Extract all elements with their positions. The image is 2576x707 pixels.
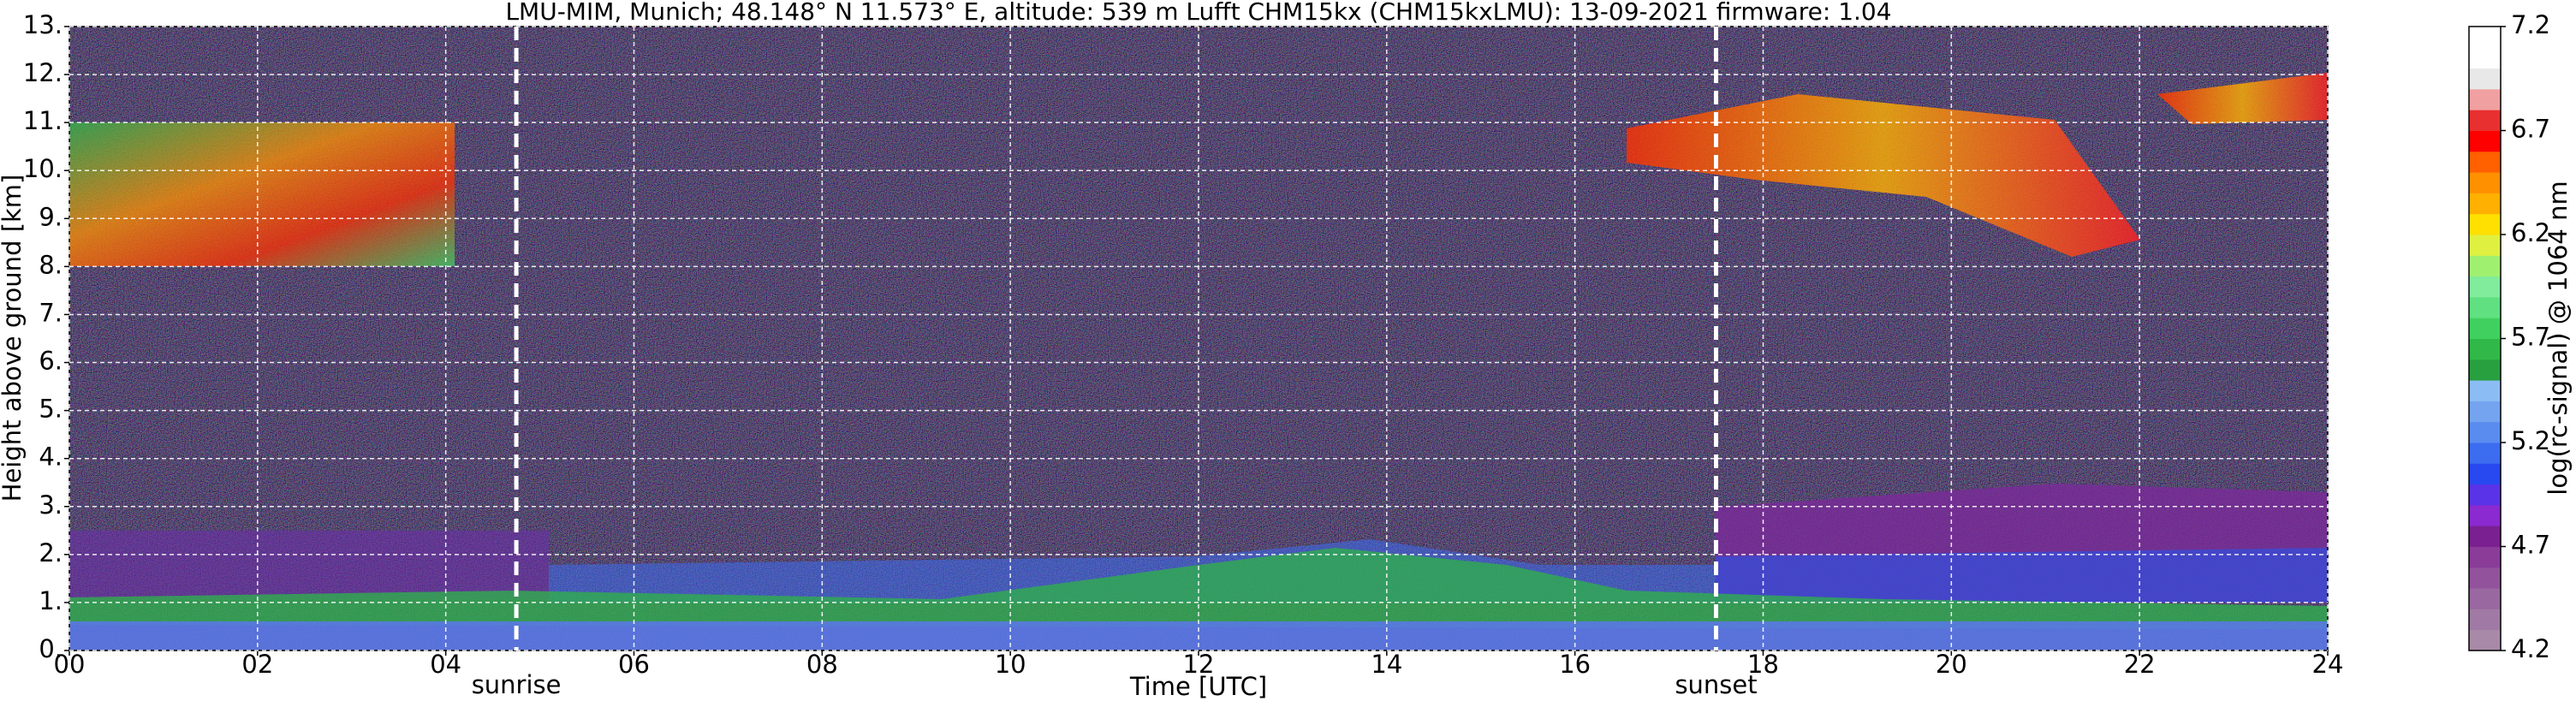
colorbar-swatch	[2469, 504, 2501, 526]
x-tick-label: 04	[430, 650, 461, 679]
y-axis-label: Height above ground [km]	[0, 175, 27, 502]
colorbar-swatch	[2469, 546, 2501, 568]
colorbar-tick-label: 5.2	[2511, 426, 2550, 455]
x-tick-label: 12	[1183, 650, 1215, 679]
colorbar-swatch	[2469, 443, 2501, 464]
colorbar-swatch	[2469, 193, 2501, 215]
x-tick-label: 14	[1371, 650, 1402, 679]
colorbar-swatch	[2469, 359, 2501, 381]
y-tick-label: 4.	[39, 443, 62, 472]
colorbar-swatch	[2469, 380, 2501, 401]
cirrus-layer	[2157, 73, 2328, 124]
colorbar-swatch	[2469, 27, 2501, 48]
colorbar-swatch	[2469, 588, 2501, 609]
colorbar-swatch	[2469, 276, 2501, 298]
y-tick-label: 12.	[23, 58, 62, 87]
colorbar-swatch	[2469, 629, 2501, 651]
colorbar-swatch	[2469, 130, 2501, 152]
y-tick-label: 1.	[39, 586, 62, 615]
x-tick-label: 06	[618, 650, 650, 679]
colorbar-swatch	[2469, 213, 2501, 235]
colorbar-tick-label: 6.7	[2511, 115, 2550, 144]
colorbar-swatch	[2469, 526, 2501, 547]
colorbar-swatch	[2469, 68, 2501, 90]
chart-title: LMU-MIM, Munich; 48.148° N 11.573° E, al…	[505, 0, 1891, 26]
colorbar-swatch	[2469, 151, 2501, 173]
x-tick-label: 00	[54, 650, 86, 679]
colorbar-swatch	[2469, 47, 2501, 69]
colorbar-tick-label: 5.7	[2511, 323, 2550, 352]
colorbar-swatch	[2469, 609, 2501, 631]
y-tick-label: 11.	[23, 106, 62, 135]
x-tick-label: 16	[1559, 650, 1591, 679]
colorbar-swatch	[2469, 484, 2501, 506]
y-tick-label: 6.	[39, 347, 62, 376]
colorbar-tick-label: 4.2	[2511, 634, 2550, 663]
colorbar-tick-label: 6.2	[2511, 218, 2550, 247]
aerosol-layer	[69, 531, 549, 599]
y-tick-label: 10.	[23, 154, 62, 183]
y-tick-label: 8.	[39, 250, 62, 279]
x-tick-label: 22	[2124, 650, 2156, 679]
boundary-layer	[69, 548, 2328, 629]
x-axis-label: Time [UTC]	[1129, 672, 1267, 701]
x-tick-label: 02	[241, 650, 273, 679]
aerosol-layer	[1716, 548, 2328, 603]
colorbar-tick-label: 7.2	[2511, 10, 2550, 39]
colorbar-swatch	[2469, 567, 2501, 589]
x-tick-label: 24	[2312, 650, 2344, 679]
colorbar-swatch	[2469, 421, 2501, 443]
y-tick-label: 0.	[39, 634, 62, 663]
x-tick-label: 18	[1747, 650, 1779, 679]
colorbar-swatch	[2469, 401, 2501, 423]
colorbar-swatch	[2469, 318, 2501, 339]
y-tick-label: 7.	[39, 298, 62, 327]
colorbar-swatch	[2469, 235, 2501, 256]
x-tick-label: 08	[806, 650, 838, 679]
colorbar-swatch	[2469, 172, 2501, 193]
y-tick-label: 13.	[23, 10, 62, 39]
y-tick-label: 9.	[39, 202, 62, 231]
colorbar-label: log(rc-signal) @ 1064 nm	[2543, 181, 2573, 495]
annotation-label: sunrise	[472, 670, 562, 699]
colorbar-swatch	[2469, 88, 2501, 110]
annotation-label: sunset	[1675, 670, 1757, 699]
y-tick-label: 2.	[39, 538, 62, 567]
colorbar-swatch	[2469, 296, 2501, 318]
x-tick-label: 10	[995, 650, 1026, 679]
cirrus-layer	[69, 122, 455, 266]
colorbar-swatch	[2469, 110, 2501, 131]
cirrus-layer	[1627, 94, 2140, 257]
colorbar-tick-label: 4.7	[2511, 531, 2550, 560]
colorbar-swatch	[2469, 338, 2501, 360]
colorbar-swatch	[2469, 463, 2501, 485]
colorbar-swatch	[2469, 255, 2501, 277]
y-tick-label: 3.	[39, 490, 62, 520]
x-tick-label: 20	[1936, 650, 1967, 679]
y-tick-label: 5.	[39, 395, 62, 424]
